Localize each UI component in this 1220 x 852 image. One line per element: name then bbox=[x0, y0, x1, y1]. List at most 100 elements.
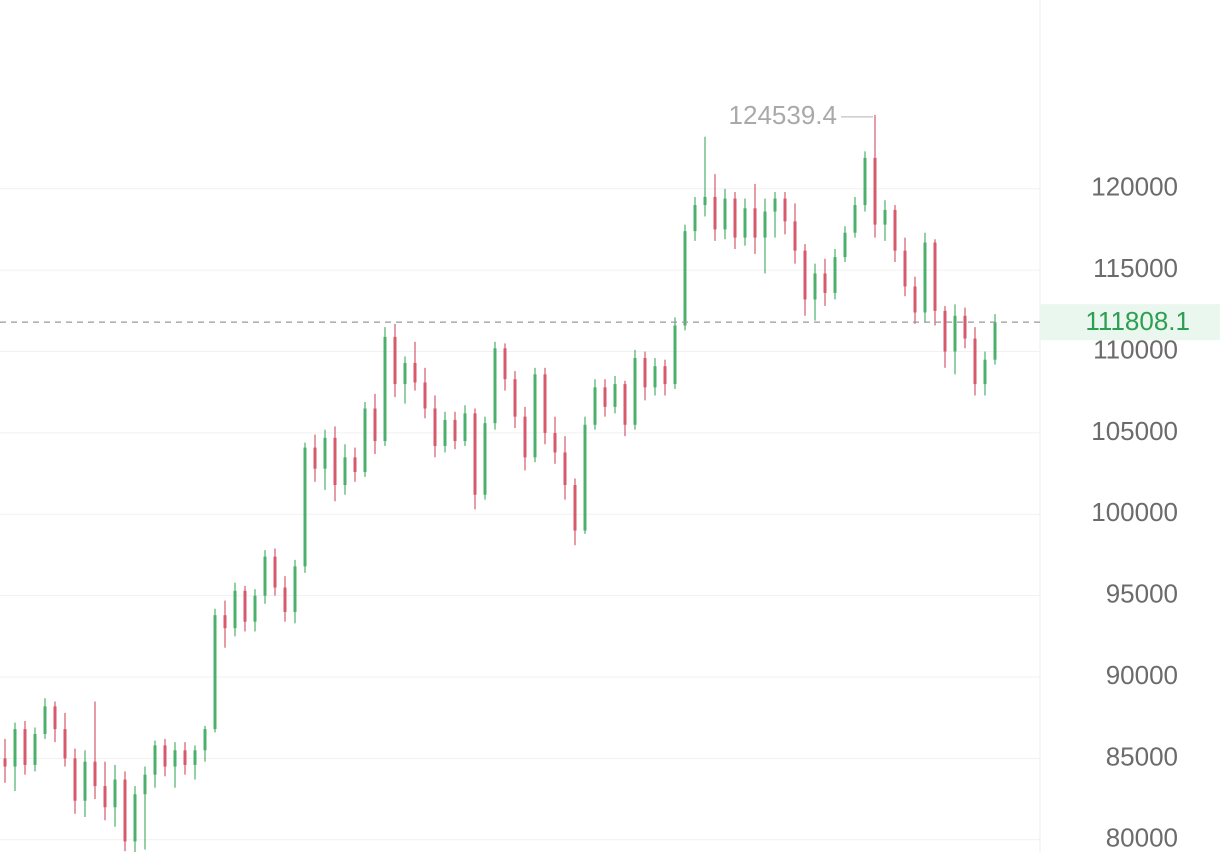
y-tick-label: 90000 bbox=[1106, 660, 1178, 690]
candle-body bbox=[23, 729, 27, 765]
candle-body bbox=[43, 706, 47, 735]
candle-body bbox=[293, 566, 297, 612]
candle-body bbox=[353, 457, 357, 472]
candle-body bbox=[363, 408, 367, 472]
candle-body bbox=[113, 779, 117, 808]
candle-body bbox=[983, 359, 987, 385]
candle-body bbox=[633, 358, 637, 425]
candle-body bbox=[843, 232, 847, 258]
candle-body bbox=[493, 348, 497, 424]
candle-body bbox=[703, 196, 707, 206]
candle-body bbox=[963, 315, 967, 339]
candle-body bbox=[503, 348, 507, 380]
candle-body bbox=[613, 384, 617, 407]
candle-body bbox=[263, 556, 267, 596]
candle-body bbox=[33, 734, 37, 765]
candle-body bbox=[763, 211, 767, 238]
grid bbox=[0, 188, 1040, 841]
candle-body bbox=[253, 595, 257, 622]
candle-body bbox=[883, 209, 887, 225]
candle-body bbox=[913, 286, 917, 313]
candle-body bbox=[13, 729, 17, 767]
candle-body bbox=[643, 358, 647, 388]
candle-body bbox=[143, 774, 147, 795]
candle-body bbox=[173, 750, 177, 767]
candle-body bbox=[453, 419, 457, 442]
y-tick-label: 95000 bbox=[1106, 579, 1178, 609]
candle-body bbox=[3, 758, 7, 767]
labels: 8000085000900009500010000010500011000011… bbox=[0, 100, 1220, 852]
candle-body bbox=[373, 408, 377, 442]
candle-body bbox=[273, 556, 277, 588]
candle-body bbox=[673, 325, 677, 385]
candle-body bbox=[813, 273, 817, 300]
candle-body bbox=[413, 362, 417, 383]
y-tick-label: 100000 bbox=[1091, 497, 1178, 527]
candle-body bbox=[923, 242, 927, 313]
candles bbox=[3, 114, 997, 852]
candle-body bbox=[213, 615, 217, 730]
candle-body bbox=[403, 362, 407, 385]
candle-body bbox=[523, 416, 527, 458]
candle-body bbox=[933, 242, 937, 311]
candle-body bbox=[473, 413, 477, 495]
candle-body bbox=[223, 615, 227, 629]
candle-body bbox=[593, 387, 597, 425]
candle-body bbox=[313, 447, 317, 469]
candle-body bbox=[513, 379, 517, 417]
candle-body bbox=[83, 761, 87, 801]
candle-body bbox=[743, 208, 747, 238]
candle-body bbox=[553, 432, 557, 453]
candle-body bbox=[803, 250, 807, 300]
candle-body bbox=[853, 205, 857, 233]
candle-body bbox=[483, 423, 487, 495]
candle-body bbox=[693, 205, 697, 232]
max-label: 124539.4 bbox=[729, 100, 837, 130]
candle-body bbox=[993, 322, 997, 360]
y-tick-label: 120000 bbox=[1091, 172, 1178, 202]
candle-body bbox=[713, 196, 717, 230]
candle-body bbox=[573, 484, 577, 531]
candle-body bbox=[323, 437, 327, 469]
candle-body bbox=[903, 250, 907, 287]
candle-body bbox=[533, 374, 537, 458]
candle-body bbox=[183, 750, 187, 765]
candle-body bbox=[73, 758, 77, 801]
y-tick-label: 85000 bbox=[1106, 741, 1178, 771]
candle-body bbox=[433, 408, 437, 446]
candle-body bbox=[793, 221, 797, 251]
candle-body bbox=[133, 794, 137, 842]
candle-body bbox=[53, 706, 57, 730]
candle-body bbox=[683, 231, 687, 326]
candle-body bbox=[663, 366, 667, 385]
candle-body bbox=[833, 257, 837, 293]
candle-body bbox=[383, 336, 387, 442]
last-price-label: 111808.1 bbox=[1085, 306, 1190, 336]
candle-body bbox=[653, 366, 657, 388]
candle-body bbox=[603, 387, 607, 407]
last-price-box bbox=[1040, 304, 1220, 341]
y-tick-label: 80000 bbox=[1106, 823, 1178, 852]
candle-body bbox=[123, 779, 127, 842]
y-tick-label: 105000 bbox=[1091, 416, 1178, 446]
candle-body bbox=[543, 374, 547, 433]
candle-body bbox=[563, 452, 567, 485]
candle-body bbox=[243, 590, 247, 622]
candle-body bbox=[283, 587, 287, 612]
candle-body bbox=[153, 745, 157, 775]
candle-body bbox=[773, 198, 777, 212]
candle-body bbox=[203, 729, 207, 751]
candle-body bbox=[233, 590, 237, 629]
candle-body bbox=[783, 198, 787, 222]
candle-body bbox=[953, 315, 957, 352]
candle-body bbox=[733, 198, 737, 238]
candle-body bbox=[863, 157, 867, 206]
candle-body bbox=[93, 761, 97, 787]
candle-body bbox=[753, 208, 757, 238]
candle-body bbox=[823, 273, 827, 293]
candle-body bbox=[63, 729, 67, 759]
candle-body bbox=[943, 310, 947, 352]
candle-body bbox=[723, 198, 727, 230]
candle-body bbox=[423, 382, 427, 409]
